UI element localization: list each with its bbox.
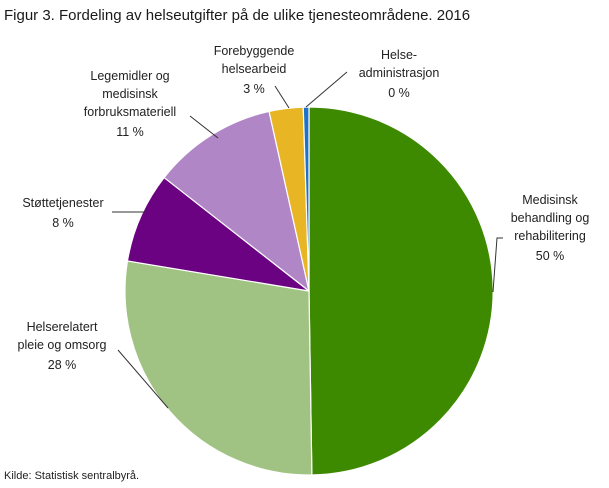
label-medisinsk-line1: Medisinsk <box>522 193 578 207</box>
leader-line-forebyggende <box>274 85 290 109</box>
label-administrasjon-value: 0 % <box>388 86 410 100</box>
label-medisinsk-line3: rehabilitering <box>514 229 586 243</box>
label-stotte-value: 8 % <box>52 216 74 230</box>
label-forebyggende-value: 3 % <box>243 82 265 96</box>
label-legemidler-line3: forbruksmateriell <box>84 105 176 119</box>
chart-title: Figur 3. Fordeling av helseutgifter på d… <box>4 7 471 24</box>
label-pleie-value: 28 % <box>48 358 77 372</box>
label-pleie-line2: pleie og omsorg <box>18 338 107 352</box>
leader-line-medisinsk <box>492 237 503 293</box>
label-legemidler-value: 11 % <box>116 125 144 139</box>
leader-line-legemidler <box>189 115 219 139</box>
label-stotte-line1: Støttetjenester <box>22 196 103 210</box>
source-note: Kilde: Statistisk sentralbyrå. <box>4 470 140 482</box>
label-pleie: Helserelatert pleie og omsorg 28 % <box>18 320 107 372</box>
label-legemidler-line1: Legemidler og <box>90 69 169 83</box>
label-medisinsk: Medisinsk behandling og rehabilitering 5… <box>511 193 590 263</box>
label-administrasjon-line2: administrasjon <box>359 66 440 80</box>
pie-slice-stotte <box>126 176 310 292</box>
label-stotte: Støttetjenester 8 % <box>22 196 103 230</box>
pie-slice-pleie <box>124 260 313 476</box>
leader-line-administrasjon <box>305 71 348 108</box>
label-legemidler: Legemidler og medisinsk forbruksmateriel… <box>84 69 176 139</box>
label-forebyggende-line1: Forebyggende <box>214 44 295 58</box>
pie-slices <box>124 106 494 476</box>
leader-line-pleie <box>117 349 169 409</box>
pie-slice-medisinsk <box>308 106 494 476</box>
label-forebyggende: Forebyggende helsearbeid 3 % <box>214 44 295 96</box>
label-forebyggende-line2: helsearbeid <box>222 62 287 76</box>
label-pleie-line1: Helserelatert <box>27 320 98 334</box>
label-medisinsk-line2: behandling og <box>511 211 590 225</box>
label-administrasjon-line1: Helse- <box>381 48 417 62</box>
label-medisinsk-value: 50 % <box>536 249 565 263</box>
pie-slice-legemidler <box>163 110 310 293</box>
label-legemidler-line2: medisinsk <box>102 87 158 101</box>
label-administrasjon: Helse- administrasjon 0 % <box>359 48 440 100</box>
